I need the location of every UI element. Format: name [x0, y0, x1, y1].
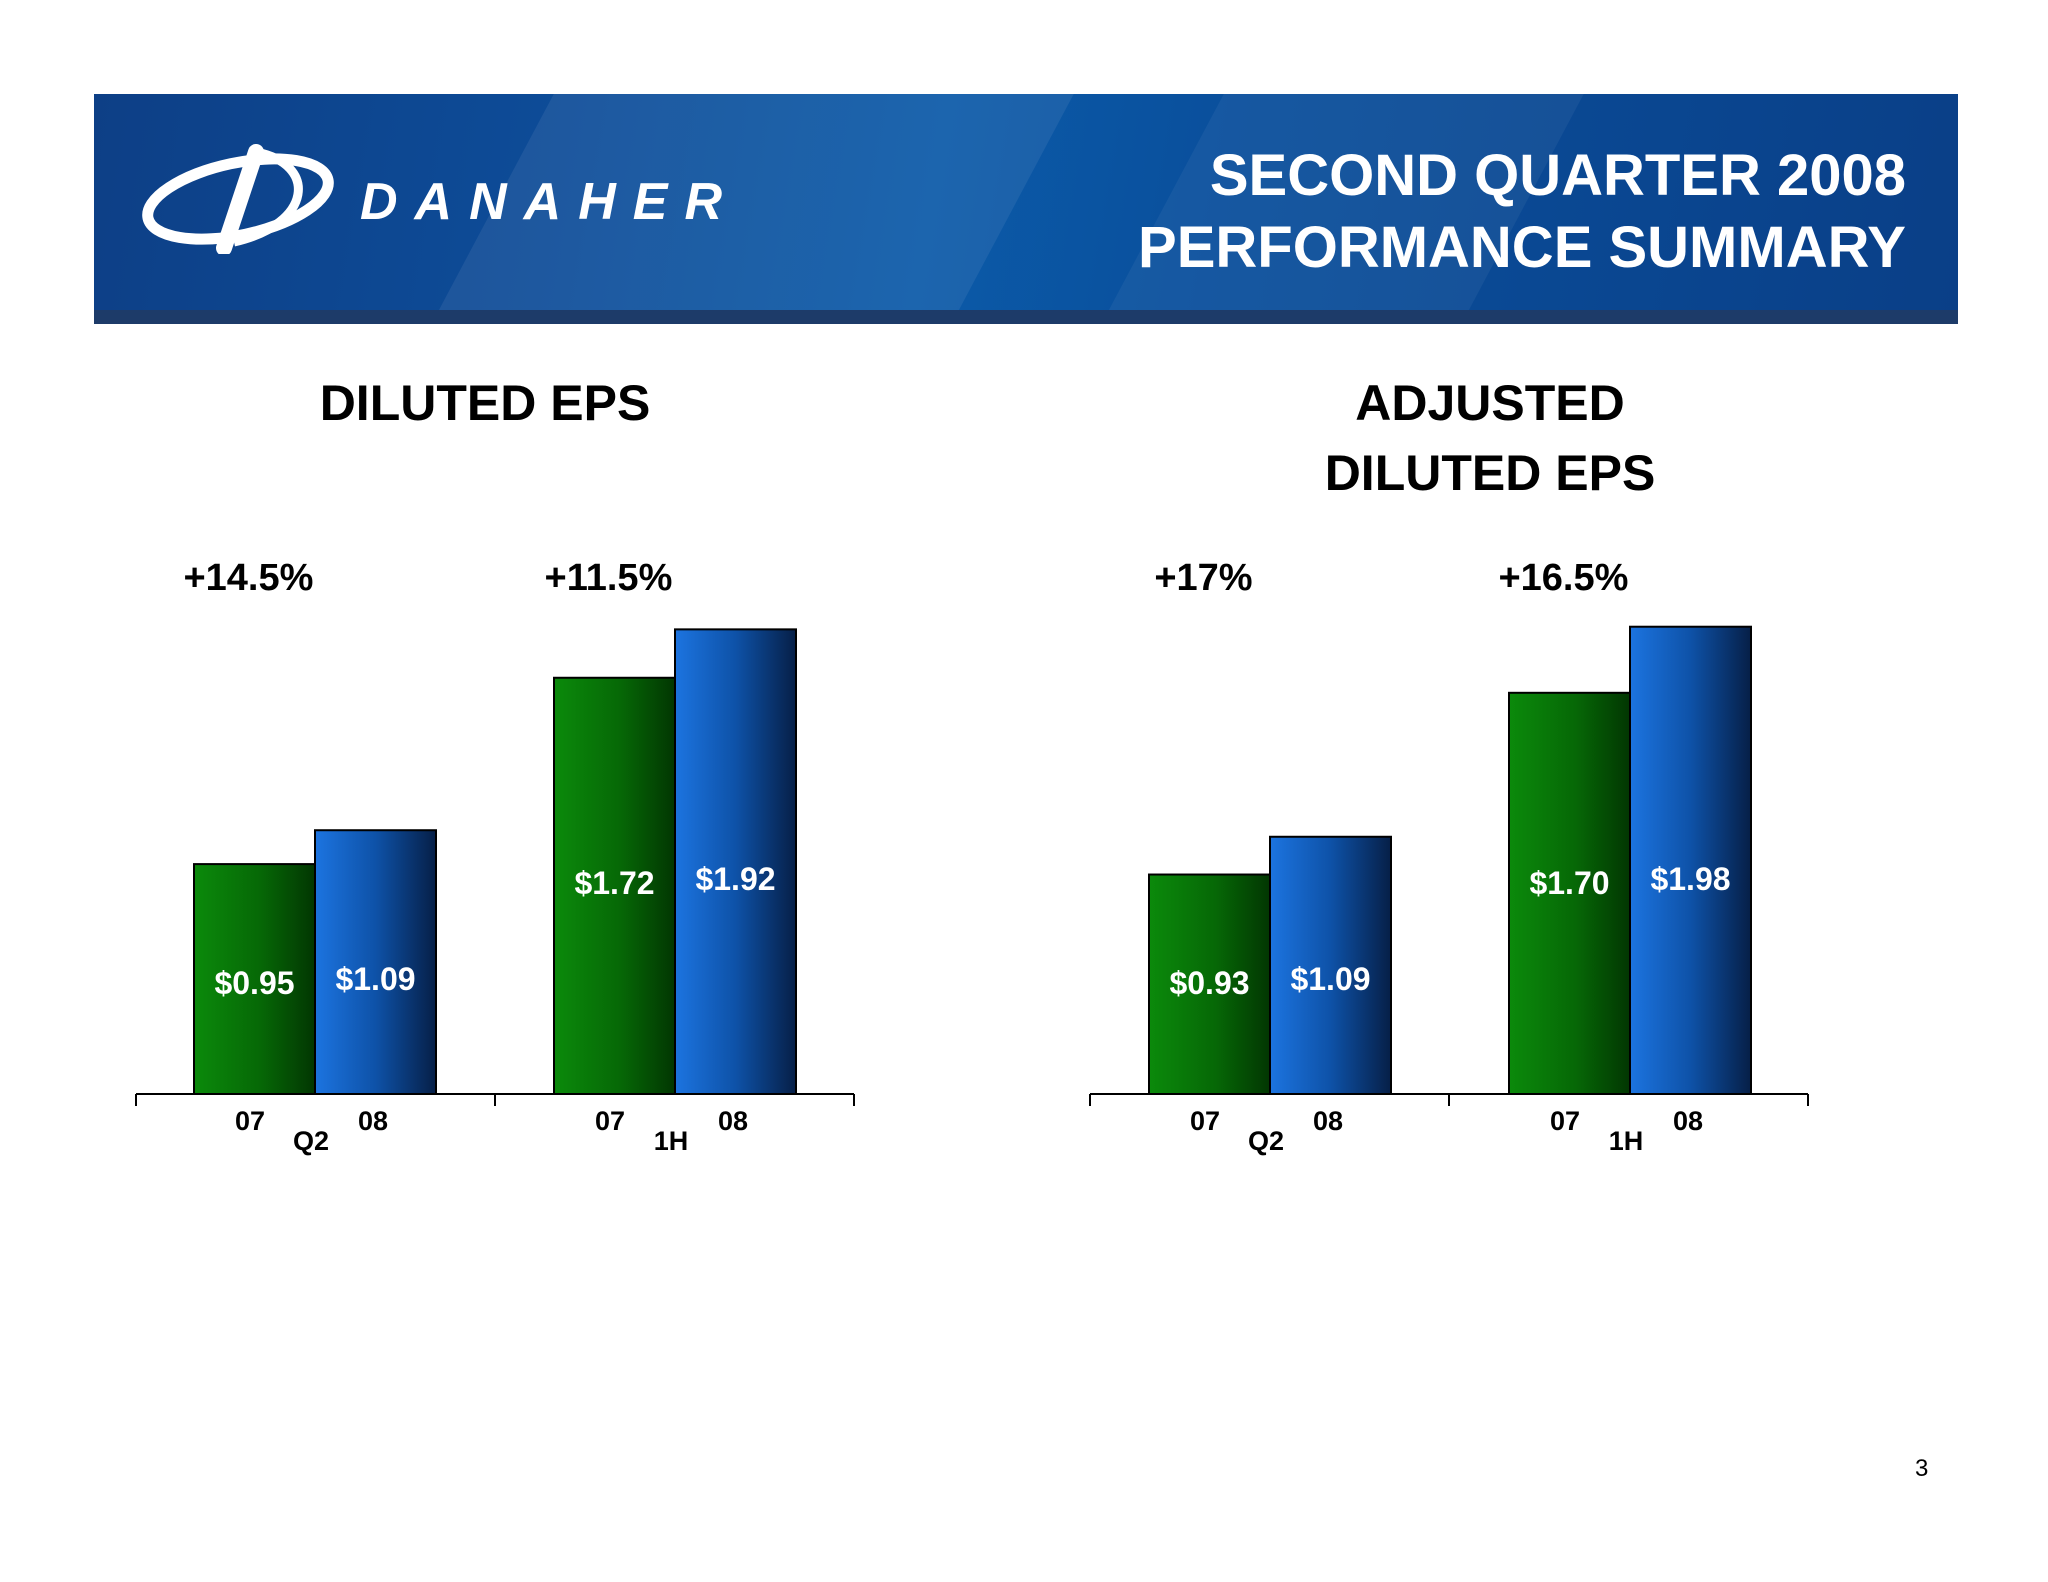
chart-title-diluted-eps: DILUTED EPS	[319, 375, 651, 431]
page-number: 3	[1915, 1455, 1929, 1482]
data-label: $0.93	[1169, 965, 1249, 1001]
x-tick-label: 08	[358, 1106, 388, 1136]
danaher-d-icon	[142, 144, 334, 256]
data-label: $1.09	[335, 961, 415, 997]
group-label: Q2	[1248, 1126, 1284, 1156]
chart-title-adjusted-diluted-eps: ADJUSTED DILUTED EPS	[1160, 368, 1820, 508]
header-banner: DANAHER SECOND QUARTER 2008 PERFORMANCE …	[94, 94, 1958, 324]
bar-q2-08	[314, 829, 437, 1095]
x-tick-label: 07	[595, 1106, 625, 1136]
x-tick-label: 08	[1673, 1106, 1703, 1136]
x-tick-label: 07	[235, 1106, 265, 1136]
data-label: $1.09	[1290, 961, 1370, 997]
banner-stripe	[94, 310, 1958, 324]
x-tick-label: 08	[1313, 1106, 1343, 1136]
growth-label: +17%	[1154, 557, 1252, 599]
bar-1h-08	[1629, 625, 1752, 1095]
bar-q2-08	[1269, 835, 1392, 1095]
bar-1h-07	[1508, 691, 1631, 1095]
x-tick-label: 07	[1190, 1106, 1220, 1136]
growth-label: +11.5%	[545, 557, 673, 599]
group-label: 1H	[1609, 1126, 1644, 1156]
logo-text: DANAHER	[360, 173, 739, 231]
bar-1h-08	[674, 628, 797, 1095]
growth-label: +16.5%	[1498, 557, 1628, 599]
group-label: 1H	[654, 1126, 689, 1156]
group-label: Q2	[293, 1126, 329, 1156]
danaher-logo: DANAHER	[138, 144, 778, 256]
title-line-1: SECOND QUARTER 2008	[1209, 143, 1906, 208]
bar-q2-07	[1148, 873, 1271, 1096]
page-title: SECOND QUARTER 2008 PERFORMANCE SUMMARY	[1138, 140, 1906, 284]
chart-title-line-2: DILUTED EPS	[1324, 445, 1656, 501]
data-label: $1.70	[1529, 865, 1609, 901]
data-label: $0.95	[214, 965, 294, 1001]
x-tick-label: 08	[718, 1106, 748, 1136]
bar-1h-07	[553, 676, 676, 1095]
data-label: $1.72	[574, 865, 654, 901]
data-label: $1.92	[695, 861, 775, 897]
title-line-2: PERFORMANCE SUMMARY	[1138, 215, 1906, 280]
x-tick-label: 07	[1550, 1106, 1580, 1136]
chart-title-line-1: ADJUSTED	[1355, 375, 1625, 431]
data-label: $1.98	[1650, 861, 1730, 897]
growth-label: +14.5%	[183, 557, 313, 599]
